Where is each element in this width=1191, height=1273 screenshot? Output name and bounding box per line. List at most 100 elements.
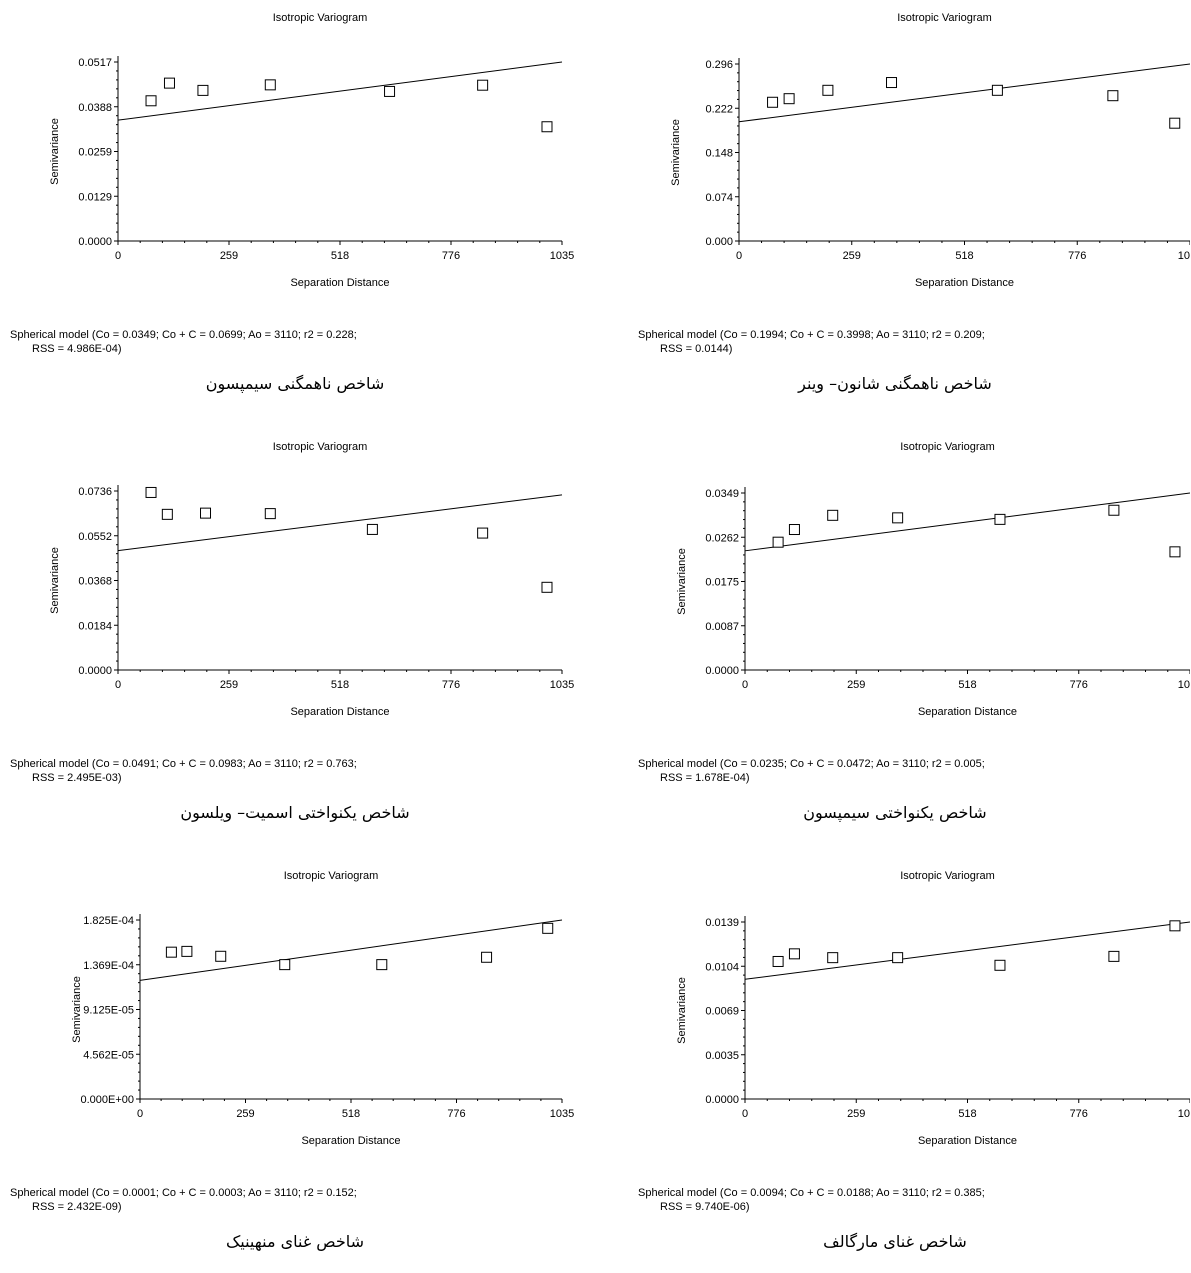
model-summary: Spherical model (Co = 0.1994; Co + C = 0… (638, 328, 985, 356)
data-point (542, 922, 554, 934)
figure-caption: شاخص یکنواختی اسمیت– ویلسون (180, 803, 410, 822)
x-axis-label: Separation Distance (915, 277, 1014, 289)
data-point (1107, 90, 1119, 102)
data-point (991, 84, 1003, 96)
x-tick-label: 259 (220, 250, 238, 262)
y-tick-label: 0.0736 (78, 486, 112, 498)
y-tick-label: 0.0129 (78, 191, 112, 203)
variogram-panel-4: Isotropic Variogram 0.0000 0.0087 0.0175 0.0… (600, 429, 1190, 844)
x-axis-label: Separation Distance (301, 1135, 400, 1147)
y-tick-label: 1.369E-04 (83, 960, 134, 972)
x-tick-label: 259 (220, 679, 238, 691)
variogram-chart: Isotropic Variogram 0.0000 0.0184 0.0368 0.0… (49, 441, 574, 718)
model-line (139, 919, 563, 981)
y-tick-label: 0.000 (705, 236, 733, 248)
data-point (783, 93, 795, 105)
variogram-panel-5: Isotropic Variogram 0.000E+00 4.562E-05 9.1… (0, 858, 590, 1273)
y-tick-label: 0.0000 (78, 665, 112, 677)
model-line (117, 494, 563, 552)
x-tick-label: 776 (442, 679, 460, 691)
data-point (163, 77, 175, 89)
figure-caption: شاخص ناهمگنی شانون– وینر (798, 374, 992, 393)
y-axis-label: Semivariance (676, 548, 688, 615)
x-tick-label: 518 (958, 1108, 976, 1120)
chart-title: Isotropic Variogram (284, 870, 379, 882)
y-tick-label: 0.0035 (705, 1050, 739, 1062)
x-tick-label: 0 (742, 679, 748, 691)
data-point (376, 959, 388, 971)
y-tick-label: 0.0000 (78, 236, 112, 248)
y-tick-label: 0.0184 (78, 620, 112, 632)
data-point (366, 523, 378, 535)
data-point (1169, 920, 1181, 932)
variogram-panel-2: Isotropic Variogram 0.000 0.074 0.148 0.222 0… (600, 0, 1190, 415)
model-summary: Spherical model (Co = 0.0235; Co + C = 0… (638, 757, 985, 785)
y-tick-label: 9.125E-05 (83, 1005, 134, 1017)
data-point (165, 946, 177, 958)
data-point (886, 77, 898, 89)
x-tick-label: 776 (1068, 250, 1086, 262)
y-tick-label: 0.0517 (78, 57, 112, 69)
data-point (767, 96, 779, 108)
y-axis-label: Semivariance (676, 977, 688, 1044)
y-tick-label: 0.222 (705, 103, 733, 115)
data-point (1108, 950, 1120, 962)
model-summary: Spherical model (Co = 0.0094; Co + C = 0… (638, 1186, 985, 1214)
model-summary-line2: RSS = 0.0144) (660, 343, 733, 355)
data-point (215, 950, 227, 962)
y-tick-label: 0.0552 (78, 531, 112, 543)
model-line (117, 61, 563, 121)
variogram-chart: Isotropic Variogram 0.0000 0.0035 0.0069 0.0… (676, 870, 1190, 1147)
x-tick-label: 776 (442, 250, 460, 262)
y-tick-label: 1.825E-04 (83, 915, 134, 927)
x-tick-label: 259 (847, 1108, 865, 1120)
data-point (481, 951, 493, 963)
x-axis-label: Separation Distance (290, 277, 389, 289)
y-tick-label: 0.148 (705, 148, 733, 160)
variogram-panel-3: Isotropic Variogram 0.0000 0.0184 0.0368 0.0… (0, 429, 590, 844)
data-point (477, 527, 489, 539)
x-axis-label: Separation Distance (918, 1135, 1017, 1147)
x-tick-label: 0 (137, 1108, 143, 1120)
y-tick-label: 0.0087 (705, 621, 739, 633)
model-summary-line2: RSS = 4.986E-04) (32, 343, 122, 355)
data-point (994, 959, 1006, 971)
y-axis-label: Semivariance (670, 119, 682, 186)
model-summary: Spherical model (Co = 0.0349; Co + C = 0… (10, 328, 357, 356)
y-tick-label: 0.000E+00 (80, 1094, 134, 1106)
x-axis-label: Separation Distance (290, 706, 389, 718)
data-point (264, 508, 276, 520)
x-tick-label: 776 (1070, 679, 1088, 691)
x-tick-label: 518 (331, 250, 349, 262)
model-summary-line1: Spherical model (Co = 0.0491; Co + C = 0… (10, 758, 357, 770)
data-point (1169, 117, 1181, 129)
data-point (788, 948, 800, 960)
figure-caption: شاخص غنای مارگالف (823, 1232, 967, 1251)
model-summary-line2: RSS = 2.495E-03) (32, 772, 122, 784)
data-point (200, 507, 212, 519)
data-point (892, 512, 904, 524)
y-axis-label: Semivariance (49, 547, 61, 614)
x-tick-label: 1035 (550, 679, 574, 691)
y-axis-label: Semivariance (71, 976, 83, 1043)
y-tick-label: 4.562E-05 (83, 1049, 134, 1061)
variogram-panel-1: Isotropic Variogram 0.0000 0.0129 0.0259 0.0… (0, 0, 590, 415)
data-point (772, 955, 784, 967)
data-point (541, 581, 553, 593)
x-tick-label: 776 (447, 1108, 465, 1120)
model-summary-line1: Spherical model (Co = 0.0349; Co + C = 0… (10, 329, 357, 341)
y-tick-label: 0.0069 (705, 1006, 739, 1018)
data-point (1169, 546, 1181, 558)
y-tick-label: 0.296 (705, 59, 733, 71)
x-tick-label: 259 (843, 250, 861, 262)
data-point (822, 84, 834, 96)
figure-caption: شاخص غنای منهینیک (225, 1232, 365, 1251)
x-tick-label: 0 (742, 1108, 748, 1120)
model-summary-line1: Spherical model (Co = 0.0235; Co + C = 0… (638, 758, 985, 770)
x-axis-label: Separation Distance (918, 706, 1017, 718)
data-point (384, 85, 396, 97)
variogram-panel-6: Isotropic Variogram 0.0000 0.0035 0.0069 0.0… (600, 858, 1190, 1273)
data-point (788, 524, 800, 536)
model-summary: Spherical model (Co = 0.0491; Co + C = 0… (10, 757, 357, 785)
model-summary: Spherical model (Co = 0.0001; Co + C = 0… (10, 1186, 357, 1214)
